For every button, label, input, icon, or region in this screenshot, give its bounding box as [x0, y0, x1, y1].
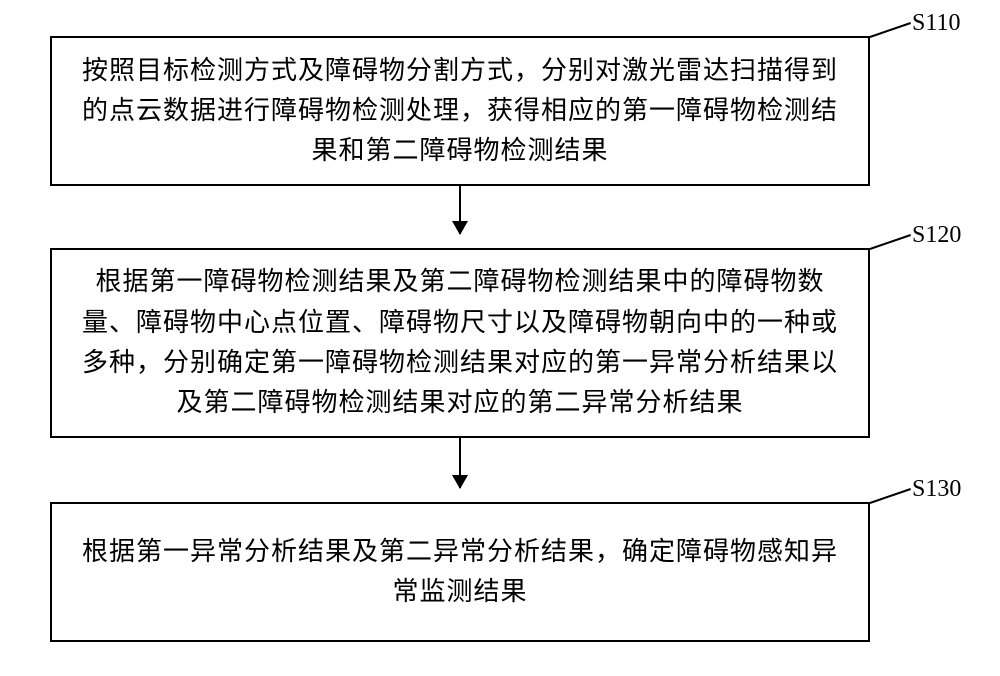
step-label-s130: S130: [912, 476, 961, 503]
arrow-s110-s120: [459, 186, 461, 234]
arrow-s120-s130: [459, 438, 461, 488]
step-box-s110: 按照目标检测方式及障碍物分割方式，分别对激光雷达扫描得到的点云数据进行障碍物检测…: [50, 36, 870, 186]
flowchart: 按照目标检测方式及障碍物分割方式，分别对激光雷达扫描得到的点云数据进行障碍物检测…: [0, 0, 1000, 676]
step-text-s130: 根据第一异常分析结果及第二异常分析结果，确定障碍物感知异常监测结果: [70, 532, 850, 613]
step-label-s110: S110: [912, 10, 960, 37]
step-box-s130: 根据第一异常分析结果及第二异常分析结果，确定障碍物感知异常监测结果: [50, 502, 870, 642]
step-text-s120: 根据第一障碍物检测结果及第二障碍物检测结果中的障碍物数量、障碍物中心点位置、障碍…: [70, 262, 850, 423]
step-text-s110: 按照目标检测方式及障碍物分割方式，分别对激光雷达扫描得到的点云数据进行障碍物检测…: [70, 51, 850, 172]
leader-s130: [870, 488, 911, 504]
leader-s110: [870, 22, 911, 38]
step-box-s120: 根据第一障碍物检测结果及第二障碍物检测结果中的障碍物数量、障碍物中心点位置、障碍…: [50, 248, 870, 438]
leader-s120: [870, 234, 911, 250]
step-label-s120: S120: [912, 222, 961, 249]
